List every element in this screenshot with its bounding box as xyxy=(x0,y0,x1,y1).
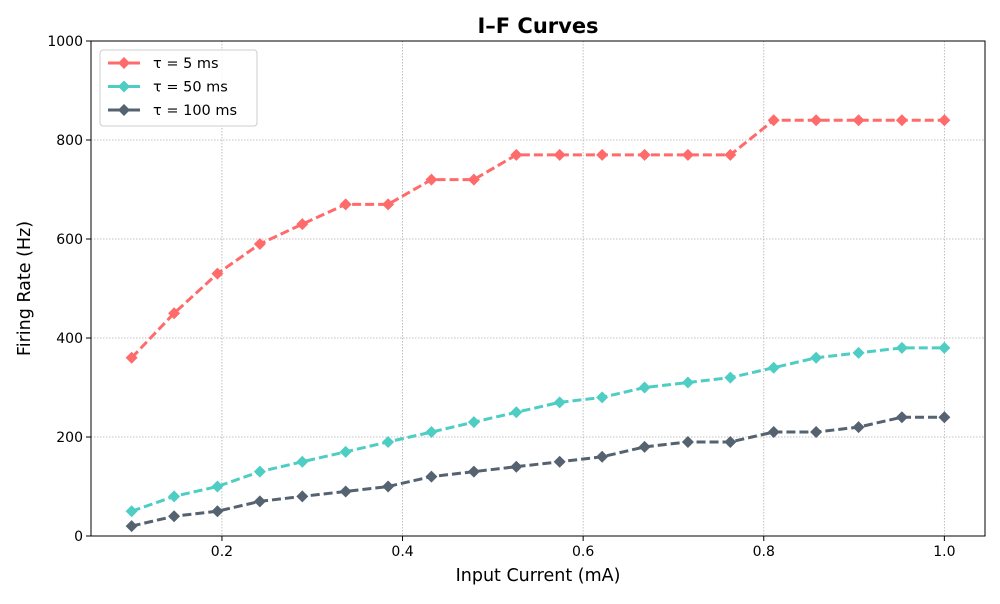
y-tick-label: 600 xyxy=(56,232,83,248)
data-point xyxy=(767,114,780,127)
data-point xyxy=(852,346,865,359)
data-point xyxy=(638,440,651,453)
data-point xyxy=(895,114,908,127)
data-point xyxy=(596,450,609,463)
x-axis: 0.2 0.4 0.6 0.8 1.0 xyxy=(211,536,955,560)
data-point xyxy=(339,485,352,498)
data-point xyxy=(382,435,395,448)
data-point xyxy=(895,341,908,354)
data-point xyxy=(125,520,138,533)
data-point xyxy=(510,406,523,419)
data-point xyxy=(467,465,480,478)
series-2 xyxy=(125,341,951,518)
data-point xyxy=(425,470,438,483)
data-point xyxy=(168,490,181,503)
data-point xyxy=(553,455,566,468)
data-point xyxy=(296,218,309,231)
x-tick-label: 0.8 xyxy=(753,544,775,560)
data-point xyxy=(553,148,566,161)
plot-frame xyxy=(90,40,986,537)
x-tick-label: 0.6 xyxy=(572,544,594,560)
data-point xyxy=(125,351,138,364)
legend-box xyxy=(99,49,258,127)
data-point xyxy=(596,391,609,404)
data-point xyxy=(724,148,737,161)
data-point xyxy=(168,307,181,320)
data-point xyxy=(638,381,651,394)
legend-marker xyxy=(118,57,130,69)
data-point xyxy=(253,495,266,508)
data-point xyxy=(938,411,951,424)
data-point xyxy=(810,114,823,127)
data-point xyxy=(296,455,309,468)
data-point xyxy=(895,411,908,424)
data-point xyxy=(938,341,951,354)
legend-label: τ = 50 ms xyxy=(153,80,228,96)
data-point xyxy=(339,198,352,211)
series-line xyxy=(131,415,945,528)
data-point xyxy=(810,351,823,364)
data-point xyxy=(596,148,609,161)
legend-label: τ = 100 ms xyxy=(153,103,237,119)
legend-marker xyxy=(118,104,130,116)
data-point xyxy=(852,114,865,127)
data-point xyxy=(852,421,865,434)
data-point xyxy=(467,416,480,429)
data-point xyxy=(510,148,523,161)
grid xyxy=(91,41,985,536)
data-point xyxy=(938,114,951,127)
series-line xyxy=(130,118,945,359)
data-point xyxy=(168,510,181,523)
data-point xyxy=(510,460,523,473)
data-point xyxy=(425,173,438,186)
data-point xyxy=(553,396,566,409)
y-tick-label: 1000 xyxy=(47,34,83,50)
data-point xyxy=(211,480,224,493)
legend-item: τ = 5 ms xyxy=(108,56,219,72)
data-point xyxy=(125,505,138,518)
data-point xyxy=(253,237,266,250)
data-point xyxy=(638,148,651,161)
y-tick-label: 800 xyxy=(56,133,83,149)
data-point xyxy=(767,361,780,374)
series-3 xyxy=(125,411,951,533)
y-tick-label: 400 xyxy=(56,331,83,347)
legend: τ = 5 ms τ = 50 ms τ = 100 ms xyxy=(99,49,258,127)
data-point xyxy=(810,426,823,439)
data-point xyxy=(425,426,438,439)
series-layer xyxy=(125,114,951,533)
data-point xyxy=(681,376,694,389)
legend-item: τ = 50 ms xyxy=(108,80,228,96)
data-point xyxy=(253,465,266,478)
chart-title: I–F Curves xyxy=(477,14,598,38)
series-line xyxy=(131,346,945,513)
x-axis-label: Input Current (mA) xyxy=(456,566,621,586)
data-point xyxy=(724,371,737,384)
legend-label: τ = 5 ms xyxy=(153,56,219,72)
data-point xyxy=(339,445,352,458)
y-axis-label: Firing Rate (Hz) xyxy=(15,221,35,356)
data-point xyxy=(467,173,480,186)
legend-item: τ = 100 ms xyxy=(108,103,237,119)
y-axis: 0 200 400 600 800 1000 xyxy=(47,34,91,545)
data-point xyxy=(382,198,395,211)
series-1 xyxy=(125,114,951,364)
y-tick-label: 0 xyxy=(74,529,83,545)
data-point xyxy=(382,480,395,493)
data-point xyxy=(211,267,224,280)
x-tick-label: 1.0 xyxy=(933,544,955,560)
data-point xyxy=(211,505,224,518)
x-tick-label: 0.4 xyxy=(391,544,413,560)
legend-marker xyxy=(118,80,130,93)
data-point xyxy=(296,490,309,503)
x-tick-label: 0.2 xyxy=(211,544,233,560)
data-point xyxy=(767,426,780,439)
data-point xyxy=(681,435,694,448)
data-point xyxy=(724,435,737,448)
data-point xyxy=(681,148,694,161)
y-tick-label: 200 xyxy=(56,430,83,446)
